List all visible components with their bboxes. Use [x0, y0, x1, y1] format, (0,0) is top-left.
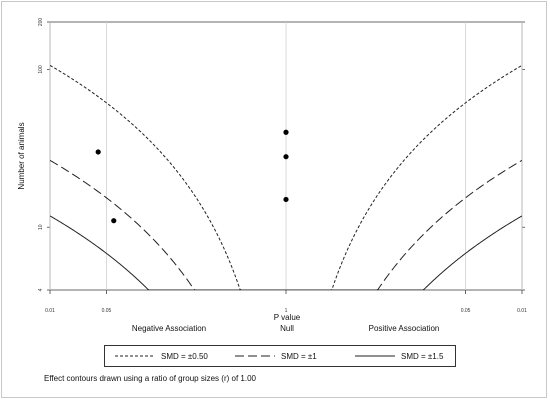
contour-line [50, 215, 522, 290]
null-label: Null [280, 324, 294, 333]
x-axis-title: P value [274, 313, 301, 322]
data-point [111, 218, 117, 224]
x-tick-label: 0.01 [517, 308, 527, 314]
legend-item-smd-1: SMD = ±1 [235, 346, 317, 366]
legend-label: SMD = ±1.5 [401, 351, 444, 361]
y-axis-title: Number of animals [17, 122, 26, 189]
x-axis: 0.01 0.05 1 0.05 0.01 [45, 22, 527, 314]
y-tick-label: 10 [38, 224, 44, 230]
data-point [283, 196, 289, 203]
x-tick-label: 1 [285, 308, 288, 314]
short-dash-line-icon [115, 355, 155, 357]
legend-item-smd-15: SMD = ±1.5 [355, 346, 443, 366]
data-points [95, 129, 289, 224]
solid-line-icon [355, 355, 395, 357]
long-dash-line-icon [235, 355, 275, 357]
data-point [283, 154, 289, 160]
y-axis: 4 10 100 200 [38, 18, 525, 291]
x-tick-label: 0.05 [102, 308, 112, 314]
y-tick-label: 4 [38, 288, 44, 291]
data-point [283, 129, 289, 135]
contour-lines [50, 64, 522, 290]
x-tick-label: 0.01 [45, 308, 55, 314]
contour-note: Effect contours drawn using a ratio of g… [44, 374, 256, 383]
legend-label: SMD = ±0.50 [161, 351, 208, 361]
contour-line [50, 64, 522, 290]
x-tick-label: 0.05 [461, 308, 471, 314]
data-point [95, 149, 101, 155]
y-tick-label: 200 [38, 18, 44, 27]
legend: SMD = ±0.50 SMD = ±1 SMD = ±1.5 [104, 345, 456, 367]
contour-line [50, 159, 522, 290]
positive-association-label: Positive Association [369, 324, 440, 333]
legend-item-smd-050: SMD = ±0.50 [115, 346, 208, 366]
negative-association-label: Negative Association [132, 324, 206, 333]
legend-label: SMD = ±1 [281, 351, 317, 361]
y-tick-label: 100 [38, 65, 44, 74]
